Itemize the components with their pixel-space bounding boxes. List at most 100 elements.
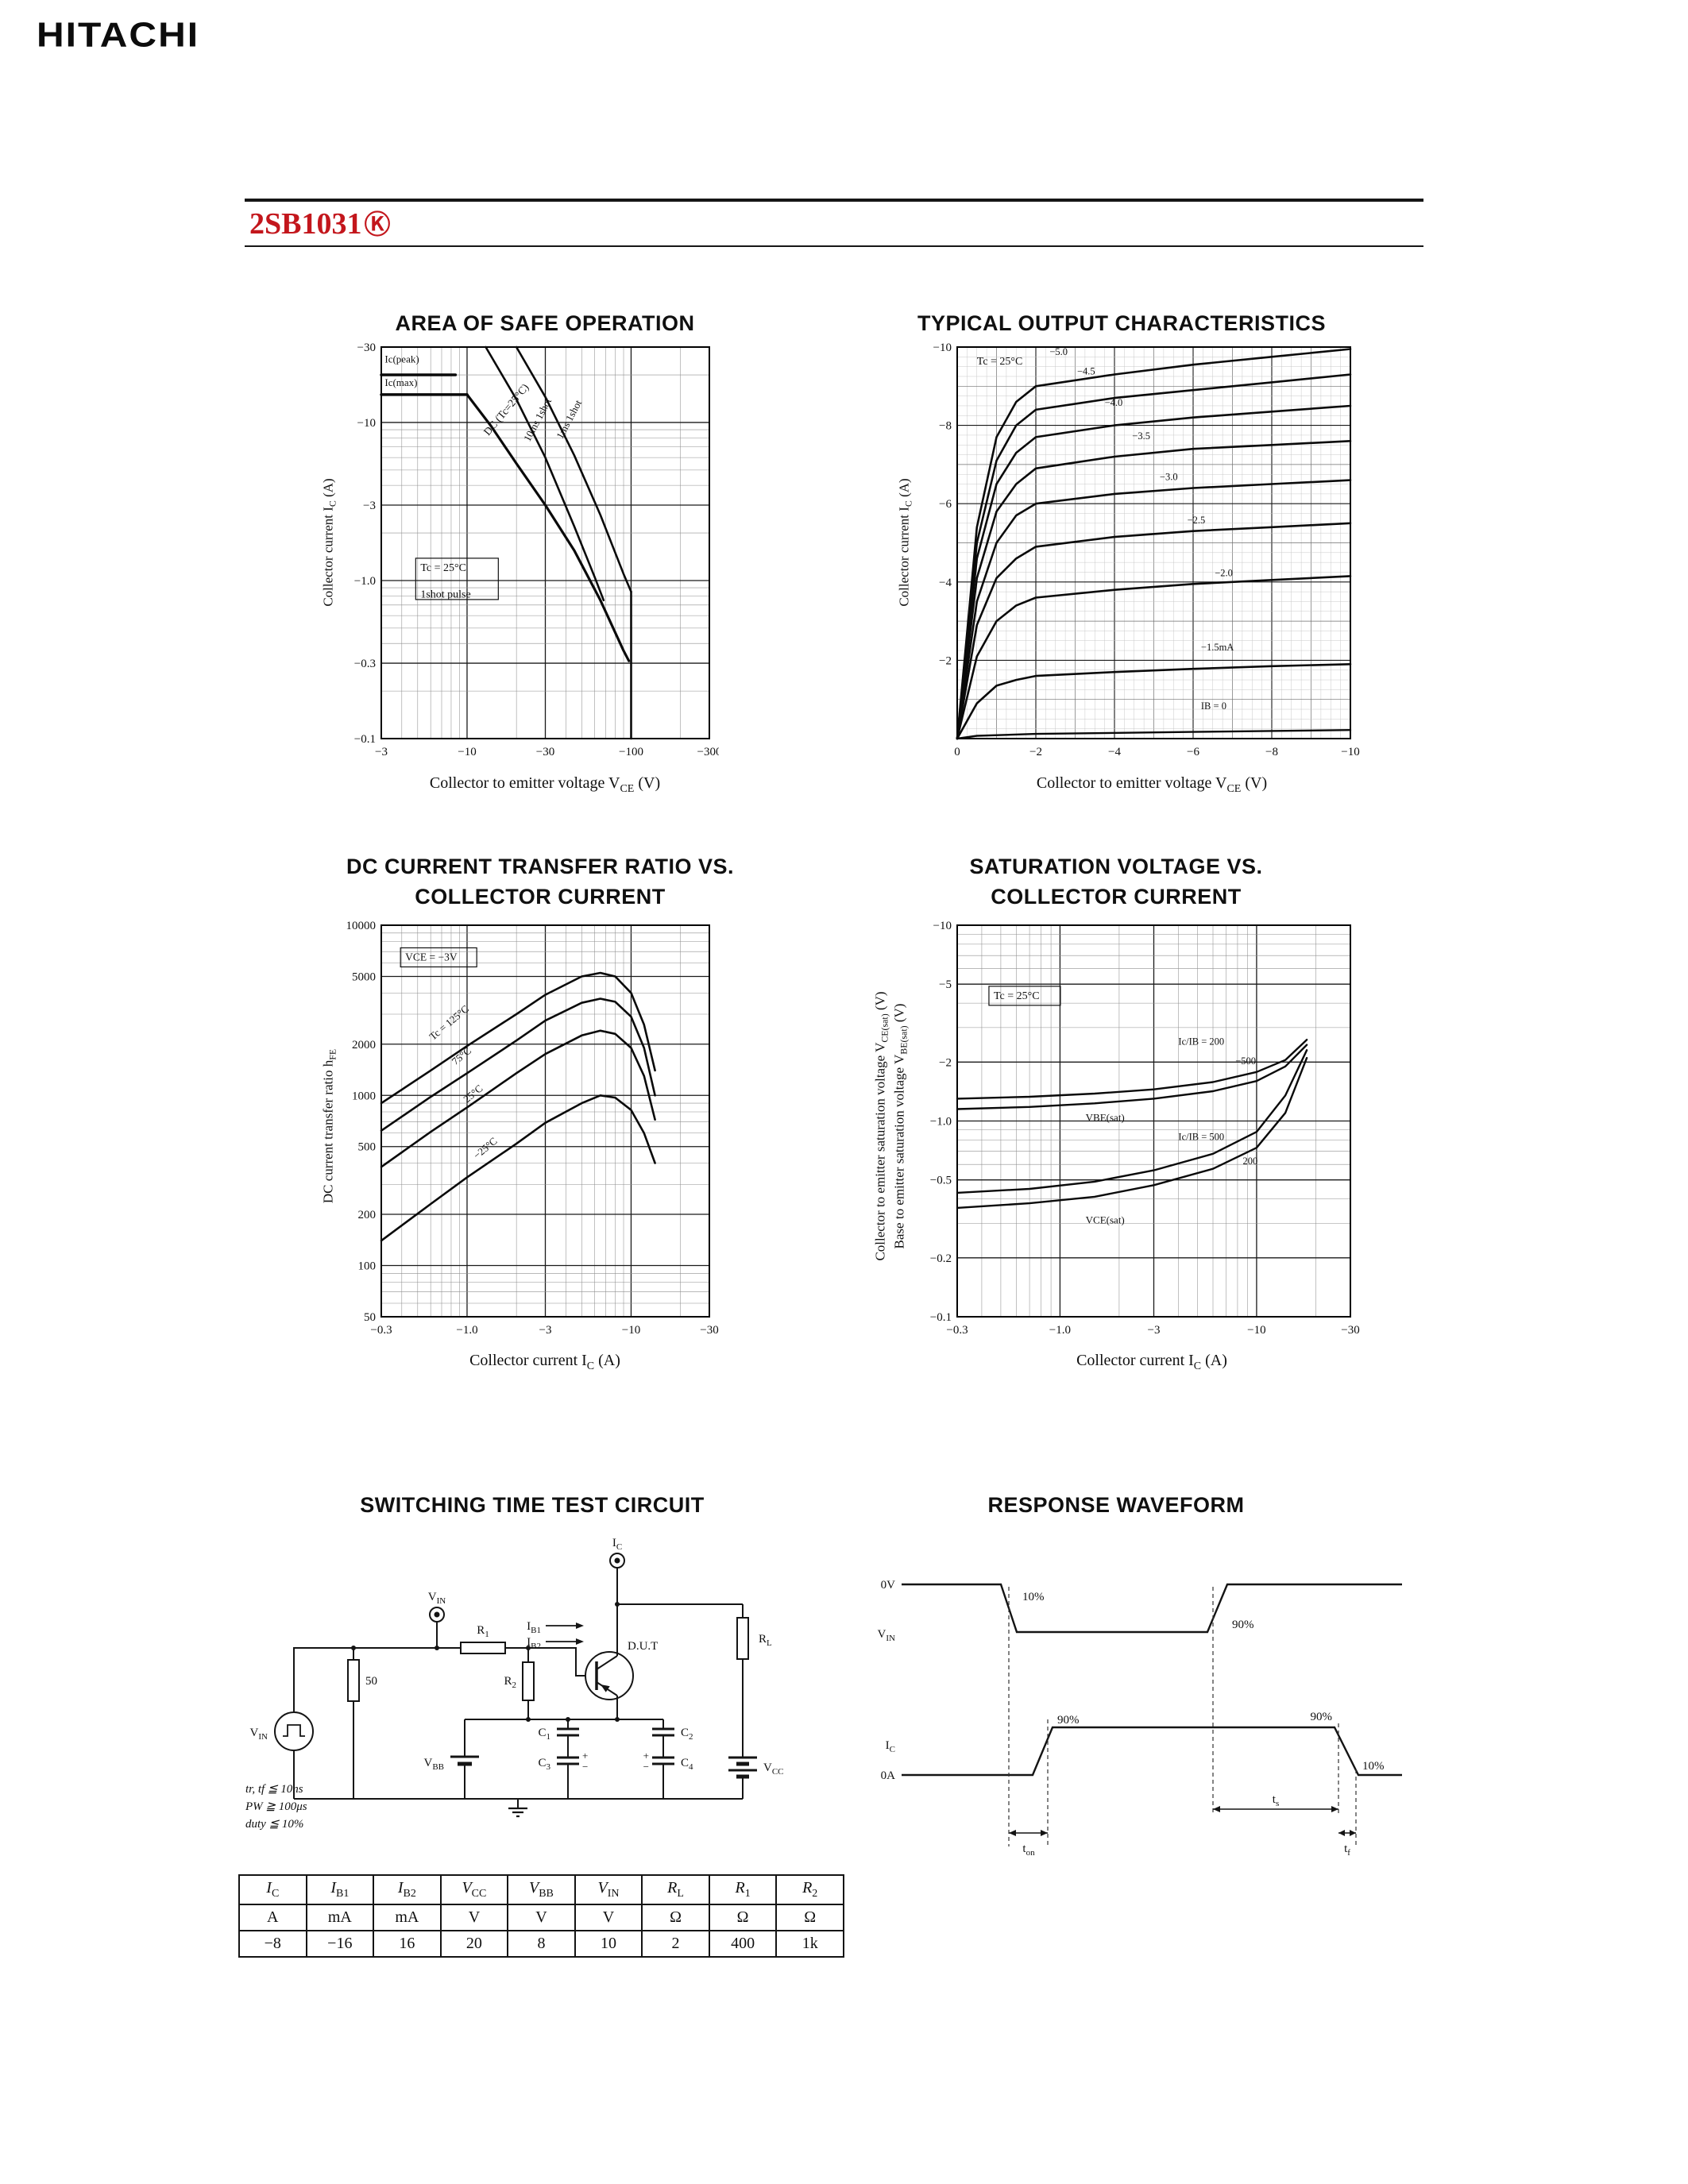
circuit-note-3: duty ≦ 10%: [245, 1818, 303, 1831]
annotation: 75°C: [450, 1044, 473, 1067]
switching-test-circuit: VIN IC 50 R1 R2 RL IB1 IB2 D.U.T VIN VBB…: [245, 1537, 784, 1831]
vin-rise-90pct: 90%: [1232, 1619, 1254, 1631]
k-grade-mark: Ⓚ: [364, 209, 391, 240]
col-header: IB1: [305, 1874, 375, 1905]
value-cell: 8: [507, 1930, 576, 1958]
value-cell: 1k: [775, 1930, 844, 1958]
dashed-guides: [1008, 1587, 1357, 1846]
txt: Collector to emitter saturation voltage …: [872, 1042, 888, 1261]
txt: L: [677, 1888, 684, 1900]
c4-plus-mark: +: [643, 1750, 649, 1761]
plot-border: [956, 346, 1351, 739]
vin-terminal: [429, 1607, 445, 1623]
transistor-dut: [585, 1651, 634, 1700]
y-tick-label: −5: [939, 978, 952, 991]
unit-cell: mA: [305, 1904, 375, 1931]
annotation: −2.5: [1188, 515, 1206, 526]
vin-terminal-label: VIN: [428, 1591, 446, 1606]
output-x-axis-caption: Collector to emitter voltage VCE (V): [945, 774, 1358, 796]
series-ib-4-5ma: [956, 373, 1352, 740]
txt: Collector current I: [896, 507, 912, 607]
response-waveform: 0V VIN 10% 90% IC 0A 90% 90% 10% ton ts …: [878, 1579, 1402, 1858]
hfe-chart-title: DC CURRENT TRANSFER RATIO VS.: [346, 855, 734, 878]
series-ib-3-5ma: [956, 440, 1352, 740]
y-tick-label: 200: [358, 1209, 377, 1221]
part-number: 2SB1031Ⓚ: [249, 203, 390, 241]
unit-cell: V: [507, 1904, 576, 1931]
plot-border: [380, 346, 710, 739]
unit-cell: mA: [373, 1904, 442, 1931]
pulse-symbol: [283, 1724, 305, 1737]
tf-arrow-left: [1338, 1830, 1345, 1836]
vbb-label: VBB: [423, 1757, 444, 1772]
node-dot: [526, 1717, 531, 1722]
annotation: Tc = 125°C: [427, 1002, 471, 1042]
txt: DC current transfer ratio h: [320, 1059, 336, 1204]
col-header: VIN: [574, 1874, 643, 1905]
txt: V: [462, 1879, 472, 1897]
series-vbe-sat-ic-ib-500: [956, 1044, 1308, 1110]
annotation: VBE(sat): [1086, 1112, 1125, 1124]
annotation-box: [988, 986, 1061, 1006]
series-ib-2-0ma: [956, 575, 1352, 740]
x-tick-label: −8: [1265, 746, 1278, 758]
col-header: R1: [708, 1874, 778, 1905]
value-cell: 20: [439, 1930, 509, 1958]
series-tc-125c: [380, 971, 656, 1105]
txt: (V): [891, 1003, 907, 1026]
annotation: DC (Tc=25°C): [481, 381, 531, 438]
txt: R: [802, 1879, 813, 1897]
sat-chart-title: SATURATION VOLTAGE VS.: [969, 855, 1263, 878]
annotation: Ic(max): [384, 376, 417, 388]
table-header-row: IC IB1 IB2 VCC VBB VIN RL R1 R2: [238, 1874, 844, 1905]
node-dot: [615, 1717, 620, 1722]
ton-arrow-right: [1041, 1830, 1048, 1836]
switching-circuit-title: SWITCHING TIME TEST CIRCUIT: [360, 1493, 705, 1517]
tf-label: tf: [1344, 1843, 1350, 1858]
x-tick-label: −6: [1187, 746, 1199, 758]
x-tick-label: −300: [697, 746, 719, 758]
txt: FE: [326, 1048, 338, 1060]
series-dc-tc-25c: [465, 393, 631, 662]
annotation-box: [415, 558, 499, 600]
x-tick-label: −3: [1148, 1324, 1161, 1337]
aso-x-axis-caption: Collector to emitter voltage VCE (V): [346, 774, 744, 796]
value-cell: −8: [238, 1930, 307, 1958]
ib2-label: IB2: [527, 1636, 541, 1651]
unit-cell: V: [574, 1904, 643, 1931]
annotation: Ic(peak): [384, 353, 419, 365]
y-tick-label: −4: [939, 577, 952, 589]
hitachi-logo: HITACHI: [37, 16, 200, 55]
y-tick-label: −0.2: [930, 1252, 952, 1265]
resistor-50ohm: [347, 1659, 360, 1702]
x-tick-label: −3: [375, 746, 388, 758]
col-header: IB2: [373, 1874, 442, 1905]
x-tick-label: −3: [539, 1324, 552, 1337]
table-units-row: A mA mA V V V Ω Ω Ω: [238, 1904, 844, 1931]
aso-y-axis-label: Collector current IC (A): [320, 478, 338, 606]
c4-label: C4: [681, 1757, 693, 1772]
sat-x-axis-caption: Collector current IC (A): [945, 1352, 1358, 1373]
value-cell: 2: [641, 1930, 710, 1958]
annotation: −5.0: [1049, 346, 1068, 357]
annotation: 1ms 1shot: [554, 398, 584, 441]
y-tick-label: 10000: [346, 920, 377, 932]
y-tick-label: −6: [939, 498, 952, 511]
y-tick-label: 500: [358, 1141, 377, 1154]
annotation: Tc = 25°C: [977, 356, 1023, 368]
series-10ms-1shot: [485, 345, 605, 602]
annotation: −3.5: [1132, 430, 1150, 442]
y-tick-label: 1000: [352, 1090, 376, 1102]
txt: B1: [335, 1888, 350, 1900]
response-waveform-title: RESPONSE WAVEFORM: [987, 1493, 1245, 1517]
y-tick-label: −8: [939, 420, 952, 433]
x-tick-label: −4: [1108, 746, 1121, 758]
col-header: R2: [775, 1874, 844, 1905]
unit-cell: Ω: [641, 1904, 710, 1931]
txt: R: [735, 1879, 745, 1897]
c2-label: C2: [681, 1727, 693, 1742]
hfe-x-axis-caption: Collector current IC (A): [346, 1352, 744, 1373]
ton-label: ton: [1022, 1843, 1035, 1858]
series-tc-75c: [380, 997, 656, 1132]
